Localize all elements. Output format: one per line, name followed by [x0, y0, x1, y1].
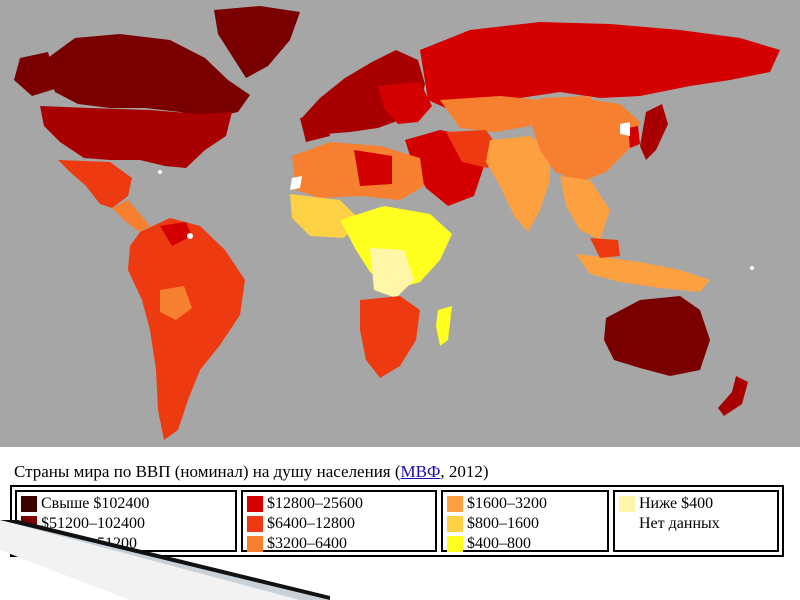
caption-prefix: Страны мира по ВВП (номинал) на душу нас… — [14, 462, 401, 481]
usa-region — [40, 106, 232, 168]
russia-region — [420, 22, 780, 110]
legend-swatch — [447, 496, 463, 512]
japan-region — [640, 104, 668, 160]
eastern-europe-region — [378, 82, 432, 124]
legend-swatch — [21, 496, 37, 512]
legend-item: $3200–6400 — [243, 534, 435, 554]
legend-item: Свыше $102400 — [17, 494, 235, 514]
map-caption: Страны мира по ВВП (номинал) на душу нас… — [14, 462, 489, 482]
legend-item: Ниже $400 — [615, 494, 777, 514]
legend-swatch — [619, 516, 635, 532]
west-africa-region — [290, 194, 360, 238]
legend-swatch — [619, 496, 635, 512]
legend-column-4: Ниже $400 Нет данных — [613, 490, 779, 552]
legend-column-3: $1600–3200 $800–1600 $400–800 — [441, 490, 609, 552]
legend-item: $400–800 — [443, 534, 607, 554]
congo-region — [370, 248, 414, 298]
no-data-dot-2 — [158, 170, 162, 174]
legend-swatch — [447, 516, 463, 532]
bolivia-region — [160, 286, 192, 320]
no-data-patch — [290, 176, 302, 190]
no-data-dot-3 — [750, 266, 754, 270]
no-data-dot — [187, 233, 193, 239]
venezuela-region — [160, 222, 192, 246]
legend-label: $51200–102400 — [41, 515, 145, 532]
central-africa-region — [340, 206, 452, 290]
south-america-region — [128, 218, 245, 440]
decorative-wedge — [0, 520, 330, 600]
iran-region — [446, 130, 500, 168]
madagascar-region — [436, 306, 452, 346]
legend-label: $400–800 — [467, 535, 531, 552]
no-data-patch-2 — [620, 122, 630, 136]
caption-suffix: , 2012) — [440, 462, 489, 481]
legend-label: Ниже $400 — [639, 495, 714, 512]
legend-column-2: $12800–25600 $6400–12800 $3200–6400 — [241, 490, 437, 552]
new-zealand-region — [718, 376, 748, 416]
alaska-region — [14, 52, 58, 96]
legend-item: $800–1600 — [443, 514, 607, 534]
mexico-region — [58, 160, 132, 208]
legend-item: $1600–3200 — [443, 494, 607, 514]
indonesia-region — [576, 254, 710, 292]
legend-item: Нет данных — [615, 514, 777, 534]
canada-region — [45, 34, 250, 118]
southern-africa-region — [360, 296, 420, 378]
legend-label: Свыше $102400 — [41, 495, 150, 512]
china-region — [530, 98, 640, 182]
world-map — [0, 0, 800, 447]
south-asia-region — [486, 136, 550, 232]
legend-label: $6400–12800 — [267, 515, 355, 532]
australia-region — [604, 296, 710, 376]
legend-item: $6400–12800 — [243, 514, 435, 534]
legend-item: $12800–25600 — [243, 494, 435, 514]
legend-label: $12800–25600 — [267, 495, 363, 512]
mongolia-region — [540, 96, 600, 116]
iberia-region — [300, 116, 330, 142]
imf-link[interactable]: МВФ — [400, 462, 441, 481]
legend-label: $1600–3200 — [467, 495, 547, 512]
central-asia-region — [440, 96, 540, 132]
legend-label: $3200–6400 — [267, 535, 347, 552]
korea-region — [628, 126, 640, 148]
libya-region — [354, 150, 392, 186]
legend-swatch — [247, 536, 263, 552]
greenland-region — [214, 6, 300, 78]
legend-swatch — [247, 516, 263, 532]
malaysia-region — [590, 238, 620, 258]
legend-label: $800–1600 — [467, 515, 539, 532]
southeast-asia-region — [560, 176, 610, 240]
legend-swatch — [247, 496, 263, 512]
legend-swatch — [447, 536, 463, 552]
central-america-region — [112, 200, 150, 232]
legend-label: Нет данных — [639, 515, 720, 532]
